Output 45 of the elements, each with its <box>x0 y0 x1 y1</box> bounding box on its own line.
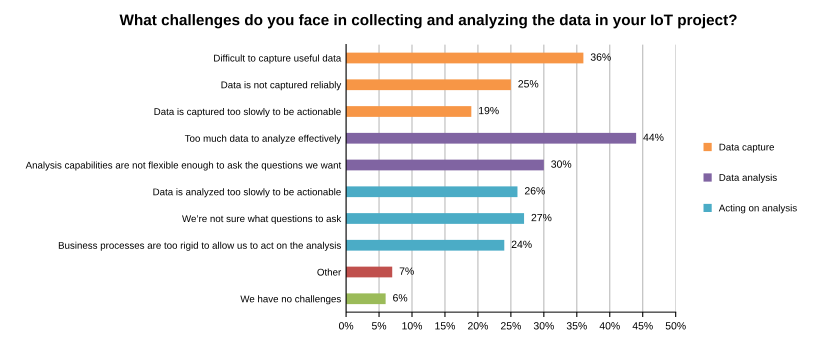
chart-title: What challenges do you face in collecting and analyzing the data in your IoT project? <box>120 14 737 28</box>
y-tick-label: Data is captured too slowly to be actionable <box>154 108 341 118</box>
y-tick-label: Other <box>317 268 342 276</box>
y-tick-label: Business processes are too rigid to allow us to act on the analysis <box>58 242 341 251</box>
legend-label: Acting on analysis <box>718 204 797 214</box>
data-label: 44% <box>643 134 664 141</box>
bar <box>346 52 584 64</box>
data-label: 6% <box>393 294 408 302</box>
x-tick-label: 15% <box>435 322 456 330</box>
x-tick-label: 20% <box>468 322 488 330</box>
legend-label: Data analysis <box>720 174 777 183</box>
y-tick-label: We’re not sure what questions to ask <box>182 214 342 224</box>
data-label: 19% <box>479 106 499 114</box>
x-tick-label: 45% <box>632 322 653 330</box>
bar <box>346 79 511 90</box>
data-label: 27% <box>532 214 552 222</box>
y-tick-label: Too much data to analyze effectively <box>184 134 342 144</box>
bar <box>346 213 524 224</box>
data-label: 25% <box>518 80 538 88</box>
y-tick-label: We have no challenges <box>240 295 341 304</box>
bar <box>346 160 544 170</box>
data-label: 24% <box>512 240 532 248</box>
data-label: 7% <box>400 267 414 275</box>
bar <box>346 132 636 144</box>
y-tick-label: Analysis capabilities are not flexible enough to ask the questions we want <box>26 161 342 171</box>
x-tick-label: 40% <box>600 322 620 330</box>
bar <box>346 266 392 278</box>
x-tick-label: 10% <box>402 322 422 330</box>
y-tick-label: Data is not captured reliably <box>222 81 342 90</box>
bar <box>346 106 472 117</box>
x-tick-label: 35% <box>566 322 587 330</box>
legend-label: Data capture <box>720 144 774 152</box>
x-tick-label: 50% <box>666 322 686 330</box>
data-label: 26% <box>524 187 545 195</box>
bar <box>346 240 504 251</box>
y-tick-label: Difficult to capture useful data <box>214 54 342 64</box>
x-tick-label: 25% <box>500 322 521 330</box>
y-tick-label: Data is analyzed too slowly to be actionable <box>153 188 341 198</box>
x-tick-label: 5% <box>372 322 386 330</box>
bar <box>346 186 518 198</box>
x-tick-label: 30% <box>534 322 554 330</box>
data-label: 36% <box>590 53 611 61</box>
bar <box>346 293 386 304</box>
x-tick-label: 0% <box>338 322 354 330</box>
data-label: 30% <box>551 160 572 168</box>
